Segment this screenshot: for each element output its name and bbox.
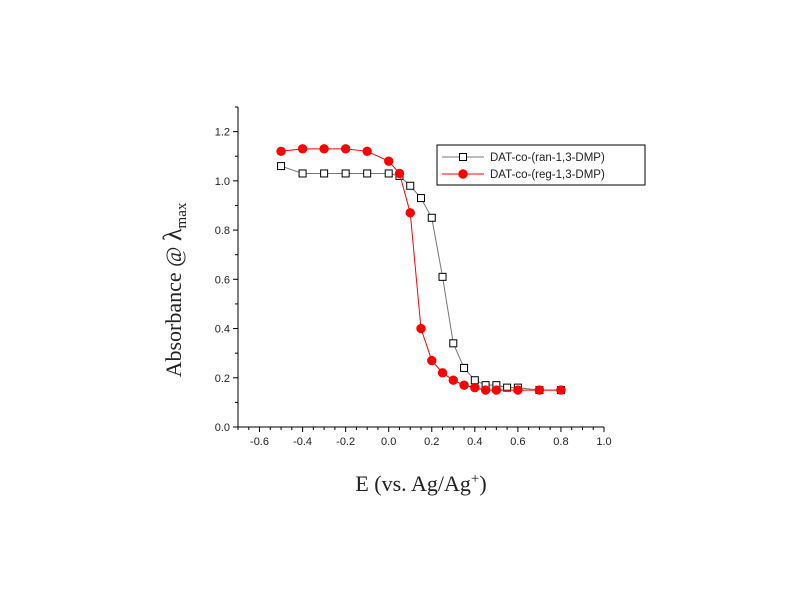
data-point: [437, 368, 448, 378]
x-tick-label: 0.2: [424, 436, 439, 448]
legend-marker: [459, 153, 467, 161]
data-point: [320, 169, 329, 178]
data-point: [470, 382, 480, 393]
data-point: [405, 208, 415, 218]
legend-item: DAT-co-(reg-1,3-DMP): [442, 169, 605, 181]
legend-label: DAT-co-(reg-1,3-DMP): [490, 169, 605, 181]
data-point: [503, 383, 512, 392]
x-tick-label: -0.6: [250, 436, 269, 448]
data-point: [297, 144, 308, 154]
data-point: [427, 213, 436, 222]
data-point: [394, 168, 405, 179]
data-point: [406, 181, 415, 190]
y-axis-title: Absorbance @ λmax: [158, 202, 190, 377]
x-axis-title: E (vs. Ag/Ag+): [355, 471, 486, 496]
data-point: [362, 146, 372, 157]
data-point: [417, 194, 425, 203]
data-point: [298, 169, 307, 178]
x-axis-ticks: -0.6 -0.4 -0.2 0.0 0.2 0.4 0.6 0.8 1.0: [237, 427, 612, 448]
x-tick-label: -0.2: [336, 436, 355, 448]
x-tick-label: 1.0: [596, 436, 611, 448]
x-tick-label: 0.8: [553, 436, 568, 448]
data-point: [448, 375, 458, 385]
x-tick-label: 0.4: [467, 436, 482, 448]
y-tick-label: 0.8: [215, 225, 230, 237]
y-tick-label: 0.6: [215, 274, 230, 286]
data-point: [470, 376, 479, 385]
series-1: [277, 162, 565, 395]
data-point: [416, 323, 426, 334]
data-point: [460, 363, 469, 372]
x-tick-label: 0.6: [510, 436, 525, 448]
data-point: [449, 339, 458, 348]
data-point: [459, 380, 469, 390]
data-point: [340, 144, 351, 154]
legend: DAT-co-(ran-1,3-DMP) DAT-co-(reg-1,3-DMP): [436, 144, 646, 186]
data-point: [384, 156, 394, 166]
legend-box: [436, 144, 646, 186]
y-tick-label: 0.4: [215, 324, 230, 336]
data-point: [276, 146, 286, 157]
y-tick-label: 0.2: [215, 373, 230, 385]
data-point: [438, 272, 447, 281]
series-layer: [276, 144, 566, 395]
data-point: [513, 385, 523, 395]
y-tick-label: 1.0: [215, 176, 230, 188]
legend-item: DAT-co-(ran-1,3-DMP): [442, 152, 605, 164]
data-point: [480, 385, 491, 395]
x-tick-label: 0.0: [381, 436, 396, 448]
plot-area: -0.6 -0.4 -0.2 0.0 0.2 0.4 0.6 0.8 1.0 0.0 0.2 0.4…: [215, 106, 612, 448]
x-tick-label: -0.4: [293, 436, 312, 448]
data-point: [363, 169, 372, 178]
y-tick-label: 1.2: [215, 127, 230, 139]
legend-marker: [458, 169, 468, 179]
y-axis-ticks: 0.0 0.2 0.4 0.6 0.8 1.0 1.2: [215, 106, 238, 434]
data-point: [319, 144, 329, 154]
series-2: [276, 144, 566, 395]
y-tick-label: 0.0: [215, 422, 230, 434]
data-point: [534, 385, 545, 395]
legend-label: DAT-co-(ran-1,3-DMP): [490, 152, 605, 164]
data-point: [384, 169, 393, 178]
data-point: [277, 162, 286, 171]
data-point: [491, 385, 502, 395]
data-point: [427, 355, 437, 366]
data-point: [341, 169, 350, 178]
data-point: [556, 385, 566, 395]
